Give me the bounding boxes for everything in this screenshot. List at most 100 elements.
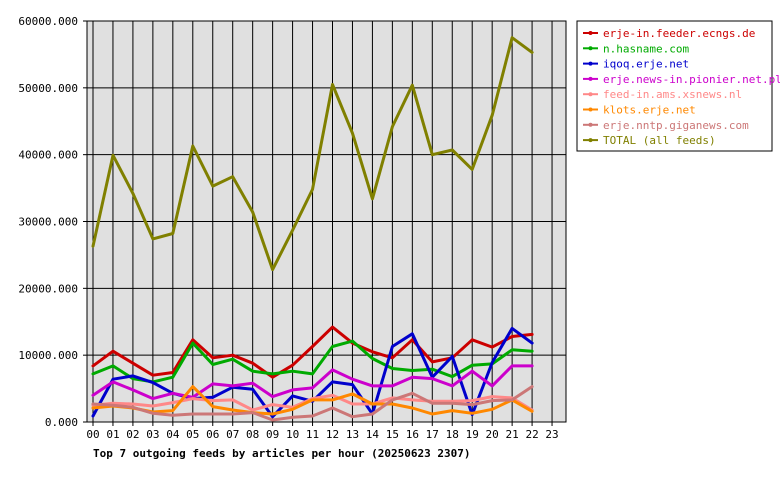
data-point: [391, 356, 394, 360]
legend-label: erje.nntp.giganews.com: [603, 119, 749, 132]
data-point: [411, 376, 414, 379]
data-point: [191, 412, 194, 416]
data-point: [131, 374, 135, 378]
x-tick-label: 13: [346, 428, 359, 441]
data-point: [411, 83, 414, 87]
data-point: [151, 381, 155, 384]
data-point: [431, 153, 434, 156]
legend-frame: [576, 20, 773, 152]
data-point: [451, 384, 454, 388]
legend: erje-in.feeder.ecngs.de n.hasname.com iqoq…: [576, 20, 780, 152]
x-tick-label: 10: [286, 428, 299, 441]
data-point: [451, 409, 454, 412]
data-point: [251, 411, 254, 414]
data-point: [451, 402, 454, 405]
data-point: [211, 184, 214, 188]
x-tick-label: 23: [545, 428, 558, 441]
data-point: [371, 357, 374, 360]
data-point: [91, 402, 95, 406]
data-point: [211, 412, 214, 416]
data-point: [411, 392, 414, 395]
data-point: [351, 383, 354, 386]
data-point: [371, 350, 374, 354]
data-point: [111, 364, 115, 368]
data-point: [291, 370, 294, 373]
y-tick-label: 0.000: [45, 416, 78, 429]
data-point: [231, 408, 234, 412]
data-point: [311, 345, 314, 348]
data-point: [331, 394, 334, 397]
data-point: [151, 412, 155, 415]
data-point: [91, 245, 95, 248]
data-point: [411, 398, 414, 402]
data-point: [431, 360, 434, 364]
data-point: [311, 372, 314, 376]
data-point: [91, 372, 95, 376]
data-point: [331, 325, 334, 329]
y-axis-ticks: 0.000 10000.000 20000.000 30000.000 40000.00…: [18, 15, 87, 429]
data-point: [211, 405, 214, 408]
x-tick-label: 01: [106, 428, 119, 441]
x-tick-label: 21: [506, 428, 519, 441]
x-tick-label: 14: [366, 428, 380, 441]
legend-marker: [588, 107, 593, 112]
data-point: [530, 341, 534, 345]
y-tick-label: 10000.000: [18, 349, 78, 362]
legend-marker: [588, 61, 593, 66]
data-point: [291, 388, 294, 392]
legend-marker: [588, 122, 593, 127]
data-point: [131, 402, 135, 406]
data-point: [391, 345, 394, 348]
data-point: [331, 345, 334, 348]
data-point: [490, 408, 494, 411]
data-point: [351, 415, 354, 418]
data-point: [211, 356, 214, 360]
x-tick-label: 04: [166, 428, 180, 441]
data-point: [530, 364, 534, 368]
y-tick-label: 50000.000: [18, 82, 78, 95]
x-tick-label: 18: [446, 428, 459, 441]
data-point: [451, 148, 454, 152]
legend-label: erje-in.feeder.ecngs.de: [603, 27, 755, 40]
data-point: [471, 338, 474, 341]
data-point: [391, 402, 394, 406]
data-point: [111, 378, 115, 381]
legend-label: TOTAL (all feeds): [603, 134, 716, 147]
data-point: [271, 418, 274, 422]
data-point: [171, 232, 175, 235]
data-point: [351, 392, 354, 396]
data-point: [391, 398, 394, 402]
data-point: [391, 367, 394, 370]
data-point: [271, 415, 274, 418]
data-point: [331, 406, 334, 410]
data-point: [111, 349, 115, 353]
data-point: [471, 168, 474, 171]
data-point: [111, 404, 115, 407]
data-point: [451, 355, 454, 358]
data-point: [331, 368, 334, 372]
data-point: [431, 368, 434, 371]
data-point: [171, 371, 175, 374]
data-point: [171, 392, 175, 395]
legend-marker: [588, 46, 593, 51]
data-point: [131, 406, 135, 409]
data-point: [171, 376, 175, 379]
y-tick-label: 20000.000: [18, 282, 78, 295]
data-point: [351, 402, 354, 406]
data-point: [490, 114, 494, 117]
data-point: [431, 412, 434, 416]
data-point: [251, 361, 254, 365]
grid-lines: [87, 20, 566, 423]
data-point: [411, 369, 414, 372]
y-tick-label: 40000.000: [18, 149, 78, 162]
data-point: [131, 388, 135, 392]
data-point: [351, 339, 354, 343]
data-point: [191, 341, 194, 345]
x-tick-label: 07: [226, 428, 239, 441]
data-point: [510, 364, 514, 368]
data-point: [451, 375, 454, 378]
data-point: [311, 414, 314, 418]
x-tick-label: 11: [306, 428, 319, 441]
x-tick-label: 20: [486, 428, 499, 441]
data-point: [490, 395, 494, 398]
